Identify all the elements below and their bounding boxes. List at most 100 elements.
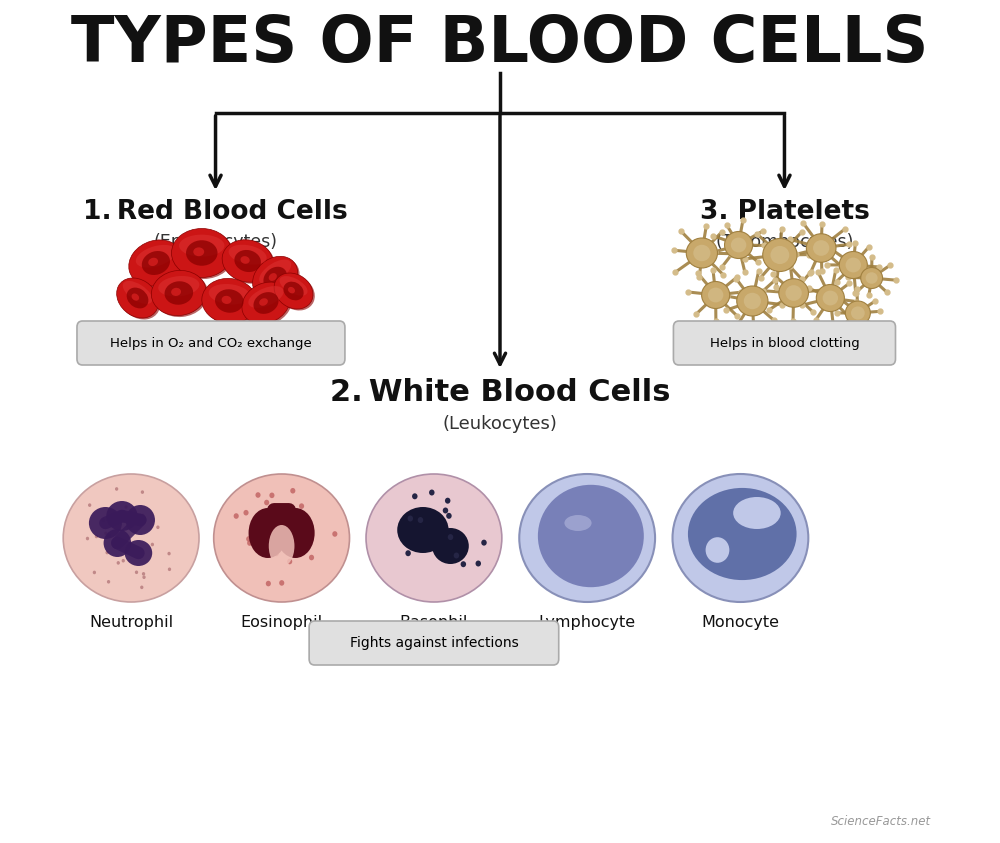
Circle shape	[269, 492, 274, 498]
Ellipse shape	[785, 285, 802, 301]
Ellipse shape	[63, 474, 199, 602]
Circle shape	[448, 534, 453, 540]
Ellipse shape	[813, 240, 829, 255]
Ellipse shape	[866, 272, 878, 284]
Ellipse shape	[816, 284, 844, 312]
Ellipse shape	[283, 282, 304, 300]
Ellipse shape	[770, 246, 789, 264]
Circle shape	[140, 586, 143, 589]
Ellipse shape	[276, 275, 315, 310]
Ellipse shape	[104, 529, 131, 557]
Circle shape	[412, 493, 418, 499]
Ellipse shape	[248, 286, 284, 308]
Ellipse shape	[129, 240, 183, 286]
Ellipse shape	[519, 474, 655, 602]
Circle shape	[408, 515, 413, 522]
Ellipse shape	[123, 281, 152, 304]
Circle shape	[287, 559, 292, 564]
Ellipse shape	[106, 501, 138, 531]
Ellipse shape	[279, 276, 308, 296]
Circle shape	[294, 533, 299, 539]
Ellipse shape	[733, 497, 781, 529]
Ellipse shape	[127, 287, 148, 309]
Text: 1. Red Blood Cells: 1. Red Blood Cells	[83, 199, 348, 225]
Ellipse shape	[193, 247, 204, 256]
Ellipse shape	[861, 267, 883, 288]
Ellipse shape	[845, 301, 870, 325]
Ellipse shape	[725, 232, 753, 259]
Text: (Leukocytes): (Leukocytes)	[443, 415, 557, 433]
Circle shape	[299, 503, 304, 509]
Ellipse shape	[118, 280, 160, 319]
FancyBboxPatch shape	[309, 621, 559, 665]
Ellipse shape	[274, 273, 313, 309]
Circle shape	[309, 555, 314, 561]
Circle shape	[290, 488, 295, 493]
Circle shape	[124, 505, 128, 509]
Text: ScienceFacts.net: ScienceFacts.net	[831, 815, 931, 828]
Ellipse shape	[706, 537, 729, 563]
Ellipse shape	[688, 488, 797, 580]
Ellipse shape	[214, 474, 350, 602]
Circle shape	[282, 509, 287, 514]
Circle shape	[264, 500, 269, 505]
Ellipse shape	[259, 260, 291, 284]
Ellipse shape	[173, 230, 234, 279]
Circle shape	[246, 536, 251, 542]
Circle shape	[88, 503, 91, 507]
Circle shape	[332, 531, 337, 537]
Circle shape	[141, 491, 144, 494]
Circle shape	[253, 535, 258, 541]
Ellipse shape	[179, 234, 224, 256]
Ellipse shape	[851, 306, 865, 319]
Circle shape	[429, 490, 435, 496]
Ellipse shape	[242, 282, 290, 324]
FancyBboxPatch shape	[673, 321, 895, 365]
Text: 3. Platelets: 3. Platelets	[700, 199, 869, 225]
Circle shape	[142, 572, 145, 576]
Ellipse shape	[204, 280, 259, 325]
Ellipse shape	[763, 239, 797, 271]
Text: TYPES OF BLOOD CELLS: TYPES OF BLOOD CELLS	[71, 13, 929, 75]
Text: Helps in blood clotting: Helps in blood clotting	[710, 336, 859, 350]
Circle shape	[274, 550, 279, 556]
Ellipse shape	[846, 258, 861, 272]
Circle shape	[135, 571, 138, 574]
Ellipse shape	[117, 278, 158, 318]
Ellipse shape	[151, 271, 206, 315]
Text: Monocyte: Monocyte	[701, 615, 779, 630]
Ellipse shape	[222, 239, 273, 282]
Ellipse shape	[564, 515, 592, 531]
Circle shape	[446, 513, 452, 518]
Circle shape	[405, 550, 411, 556]
Text: Helps in O₂ and CO₂ exchange: Helps in O₂ and CO₂ exchange	[110, 336, 312, 350]
Ellipse shape	[288, 287, 295, 293]
Ellipse shape	[158, 276, 199, 297]
Ellipse shape	[397, 507, 449, 553]
Circle shape	[104, 532, 107, 535]
Text: Eosinophil: Eosinophil	[241, 615, 323, 630]
Circle shape	[122, 559, 125, 562]
Circle shape	[243, 510, 249, 515]
Circle shape	[107, 580, 110, 583]
Circle shape	[86, 537, 89, 540]
Circle shape	[95, 534, 98, 538]
Ellipse shape	[148, 258, 158, 266]
Ellipse shape	[171, 228, 232, 277]
Circle shape	[461, 561, 466, 567]
Ellipse shape	[253, 256, 298, 299]
Ellipse shape	[708, 287, 723, 303]
Ellipse shape	[276, 508, 315, 558]
Circle shape	[297, 549, 302, 555]
Circle shape	[443, 507, 448, 513]
Circle shape	[102, 518, 105, 522]
Ellipse shape	[737, 286, 768, 316]
Ellipse shape	[153, 272, 208, 317]
Ellipse shape	[209, 284, 250, 304]
Ellipse shape	[702, 282, 730, 309]
Ellipse shape	[269, 273, 277, 281]
Circle shape	[115, 487, 118, 491]
Text: (Erythrocytes): (Erythrocytes)	[154, 233, 278, 251]
Ellipse shape	[731, 238, 746, 252]
Circle shape	[151, 543, 154, 546]
